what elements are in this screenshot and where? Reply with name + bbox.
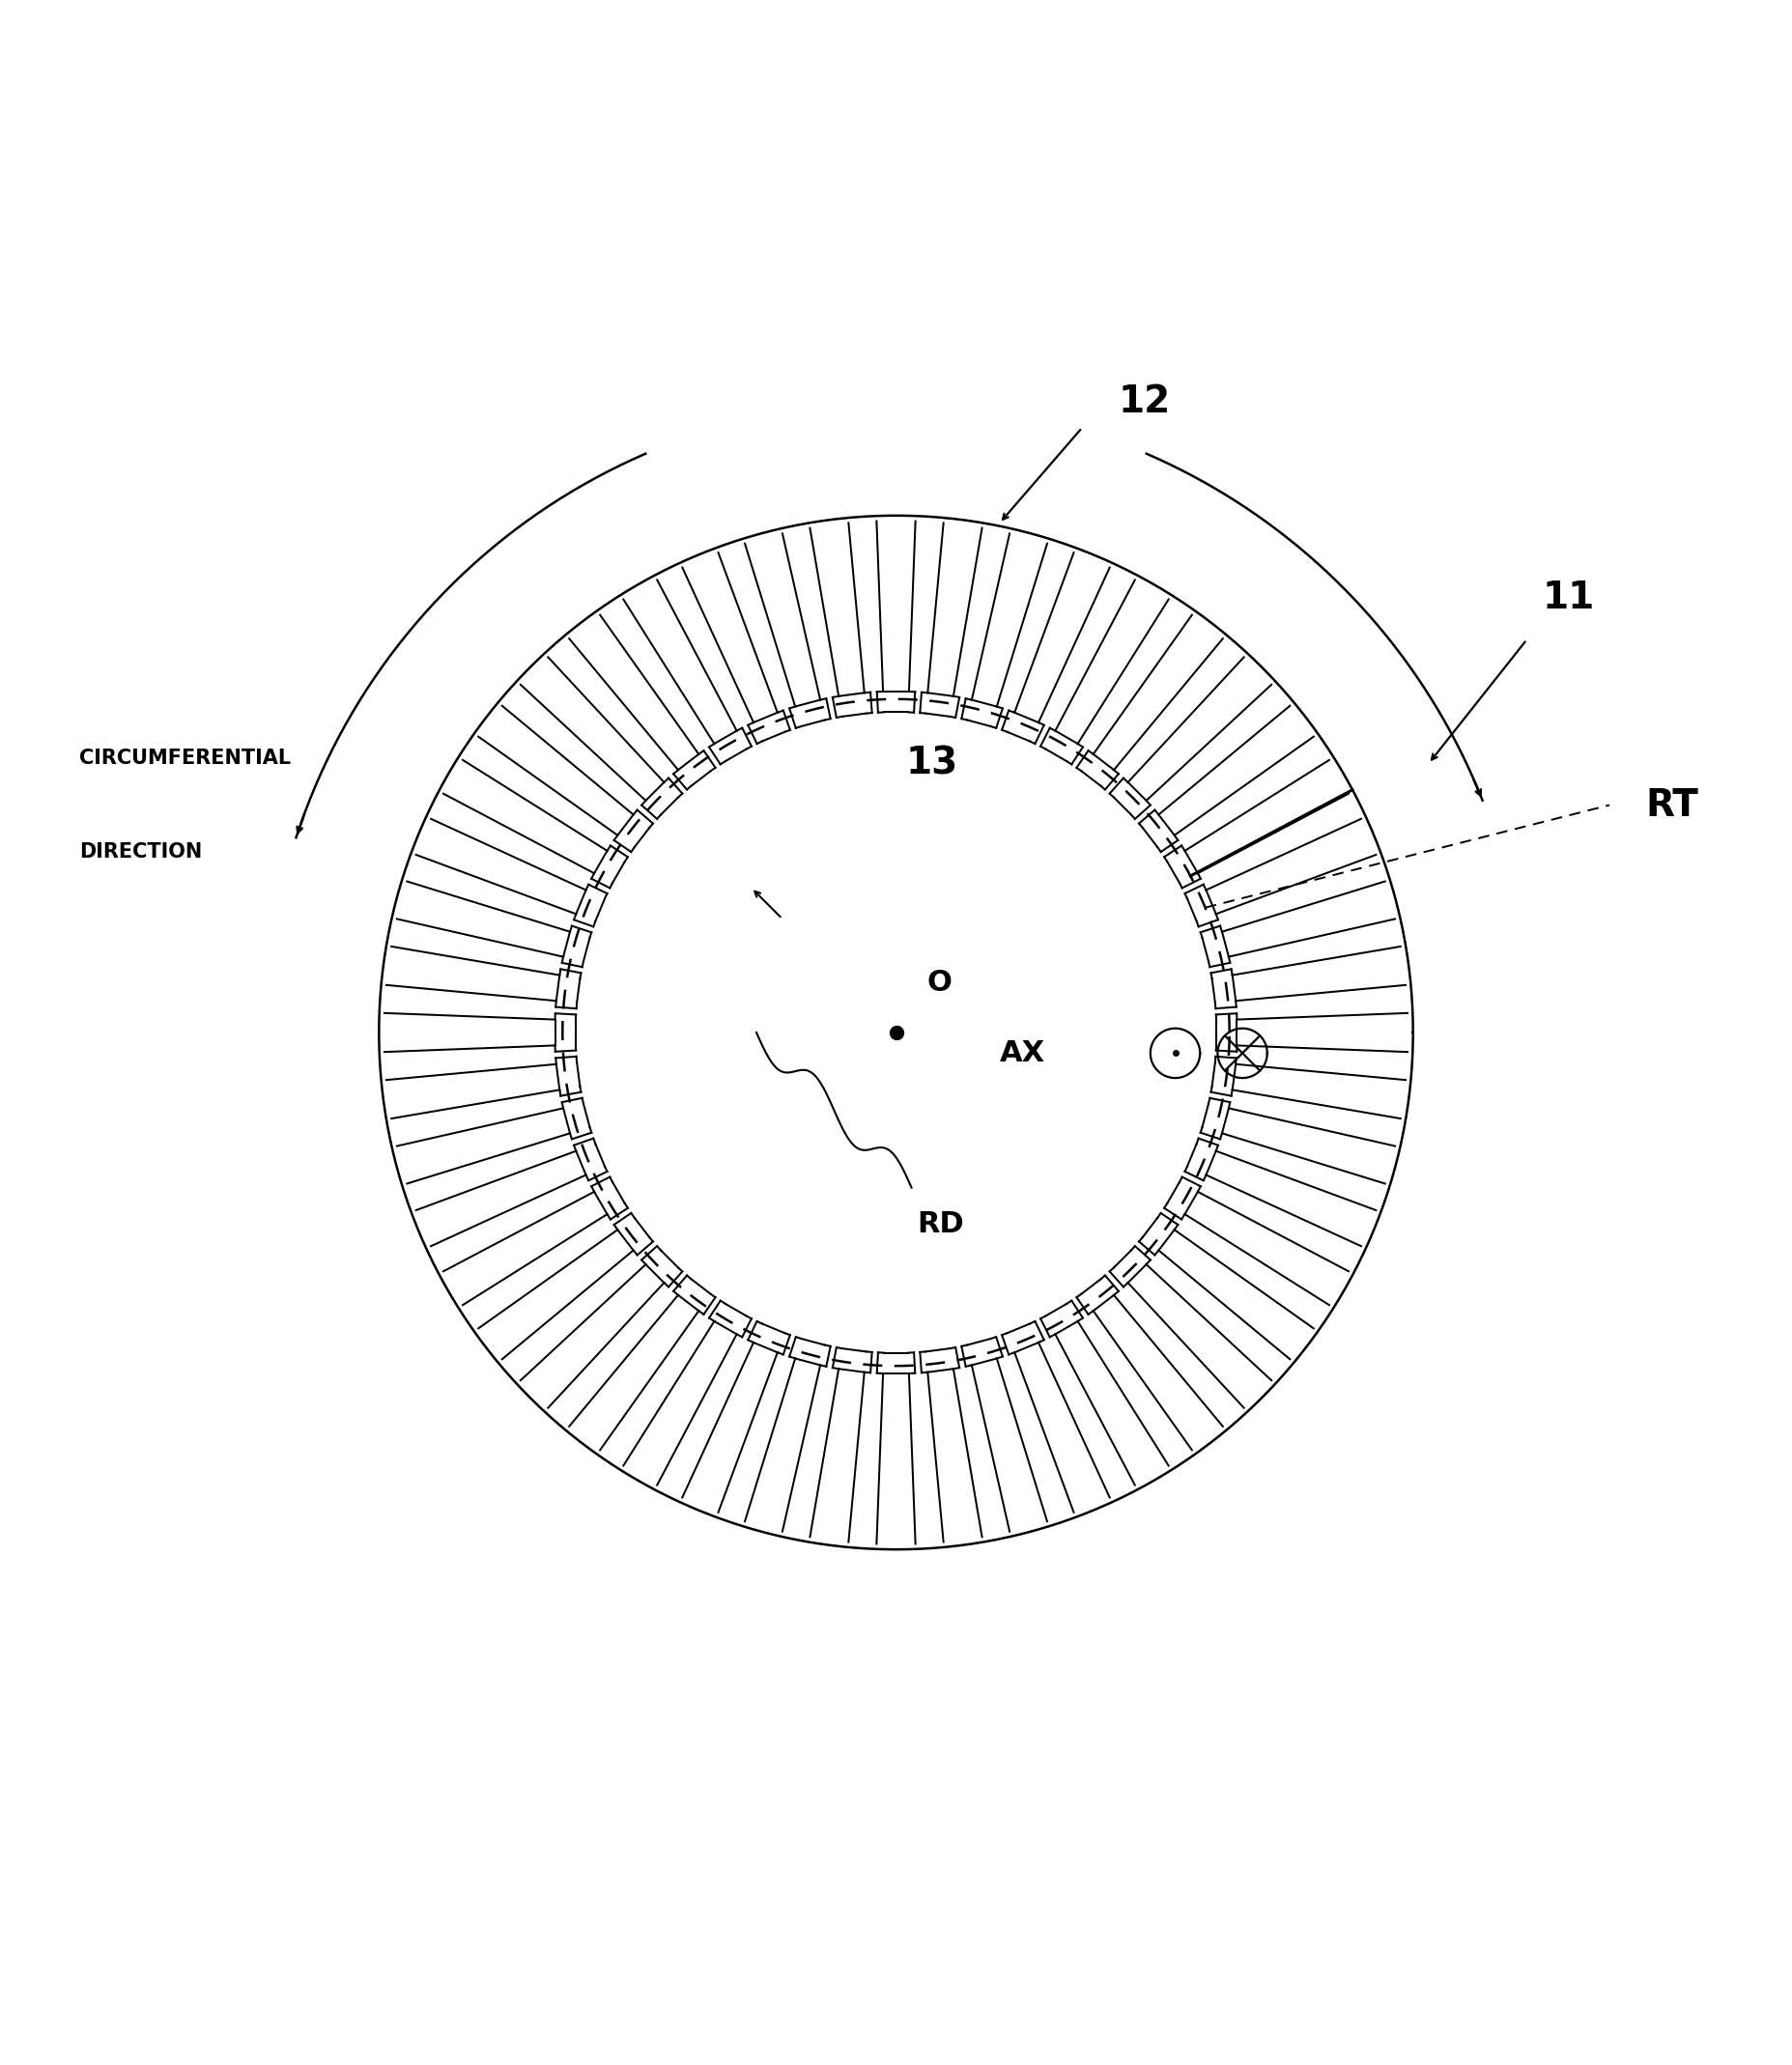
Text: CIRCUMFERENTIAL: CIRCUMFERENTIAL [79, 750, 290, 768]
Text: RD: RD [918, 1210, 964, 1237]
Text: 13: 13 [907, 745, 959, 783]
Text: 11: 11 [1541, 580, 1595, 617]
Text: RT: RT [1645, 787, 1699, 824]
Text: 12: 12 [1118, 384, 1170, 419]
Text: AX: AX [1000, 1039, 1045, 1068]
Text: O: O [926, 968, 952, 995]
Text: DIRECTION: DIRECTION [79, 843, 202, 861]
